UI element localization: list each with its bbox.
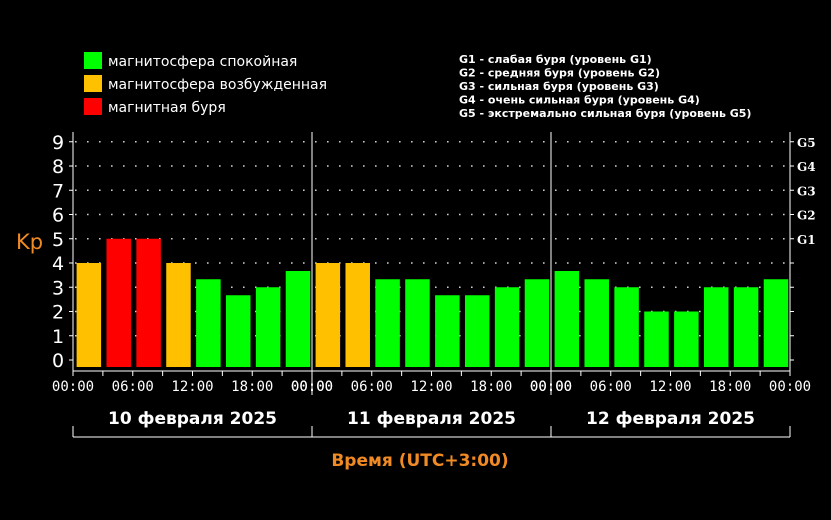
legend-label-0: магнитосфера спокойная	[108, 54, 297, 70]
bar-6	[255, 287, 281, 367]
x-axis-title: Время (UTC+3:00)	[331, 451, 508, 471]
xtick-label: 18:00	[470, 379, 512, 395]
bars	[76, 238, 789, 367]
ytick-label-4: 4	[52, 253, 64, 275]
storm-level-1: G1 - слабая буря (уровень G1)	[459, 53, 652, 66]
storm-level-5: G5 - экстремально сильная буря (уровень …	[459, 107, 751, 120]
axes	[69, 132, 794, 438]
storm-tick-G2: G2	[797, 209, 816, 223]
ytick-label-6: 6	[52, 205, 64, 227]
legend: магнитосфера спокойная магнитосфера возбу…	[84, 52, 327, 116]
bar-17	[584, 279, 609, 367]
day-label-2: 12 февраля 2025	[586, 409, 755, 429]
bar-12	[435, 295, 460, 367]
xtick-label: 06:00	[112, 379, 154, 395]
legend-label-2: магнитная буря	[108, 100, 226, 116]
storm-level-3: G3 - сильная буря (уровень G3)	[459, 80, 659, 93]
day-label-1: 11 февраля 2025	[347, 409, 516, 429]
day-label-0: 10 февраля 2025	[108, 409, 277, 429]
xtick-label: 00:00	[291, 379, 333, 395]
bar-8	[315, 263, 341, 367]
bar-15	[524, 279, 550, 367]
bar-3	[166, 263, 191, 367]
ytick-label-2: 2	[52, 302, 64, 324]
bar-5	[225, 295, 251, 367]
xtick-label: 00:00	[769, 379, 811, 395]
bar-1	[106, 238, 131, 367]
bar-18	[614, 287, 639, 367]
xtick-label: 00:00	[530, 379, 572, 395]
bar-21	[703, 287, 729, 367]
bar-0	[76, 263, 102, 367]
day-labels: 10 февраля 2025 11 февраля 2025 12 февраля…	[108, 409, 755, 429]
ytick-label-9: 9	[52, 132, 64, 154]
xtick-label: 06:00	[351, 379, 393, 395]
storm-tick-G3: G3	[797, 184, 816, 198]
bar-4	[196, 279, 221, 367]
storm-tick-G1: G1	[797, 233, 816, 247]
storm-tick-G4: G4	[797, 160, 816, 174]
legend-swatch-1	[84, 75, 102, 92]
ytick-label-1: 1	[52, 326, 64, 348]
bar-22	[733, 287, 759, 367]
xtick-label: 12:00	[171, 379, 213, 395]
bar-13	[464, 295, 490, 367]
bar-23	[763, 279, 789, 367]
legend-label-1: магнитосфера возбужденная	[108, 77, 327, 93]
y-axis-title: Kp	[16, 230, 43, 254]
ytick-label-0: 0	[52, 350, 64, 372]
bar-19	[644, 311, 669, 367]
ytick-label-7: 7	[52, 180, 64, 202]
xtick-label: 06:00	[590, 379, 632, 395]
legend-swatch-2	[84, 98, 102, 115]
storm-level-2: G2 - средняя буря (уровень G2)	[459, 67, 660, 80]
storm-level-ticks: G1 G2 G3 G4 G5	[797, 136, 816, 247]
bar-10	[375, 279, 400, 367]
xtick-label: 18:00	[231, 379, 273, 395]
storm-tick-G5: G5	[797, 136, 816, 150]
bar-2	[136, 238, 161, 367]
xtick-label: 12:00	[410, 379, 452, 395]
storm-level-list: G1 - слабая буря (уровень G1)G2 - средня…	[459, 53, 751, 120]
bar-20	[674, 311, 699, 367]
xtick-label: 00:00	[530, 379, 572, 395]
xtick-label: 00:00	[291, 379, 333, 395]
bar-14	[494, 287, 520, 367]
bar-16	[554, 271, 580, 367]
storm-level-4: G4 - очень сильная буря (уровень G4)	[459, 94, 700, 107]
bar-9	[345, 263, 370, 367]
xtick-label: 00:00	[52, 379, 94, 395]
x-tick-labels: 00:00 06:00 12:00 18:00 00:00 00:00 06:00 12:00…	[52, 379, 811, 395]
bar-7	[285, 271, 311, 367]
ytick-label-8: 8	[52, 156, 64, 178]
bar-11	[405, 279, 430, 367]
ytick-label-3: 3	[52, 277, 64, 299]
legend-swatch-0	[84, 52, 102, 69]
ytick-label-5: 5	[52, 229, 64, 251]
xtick-label: 12:00	[649, 379, 691, 395]
xtick-label: 18:00	[709, 379, 751, 395]
